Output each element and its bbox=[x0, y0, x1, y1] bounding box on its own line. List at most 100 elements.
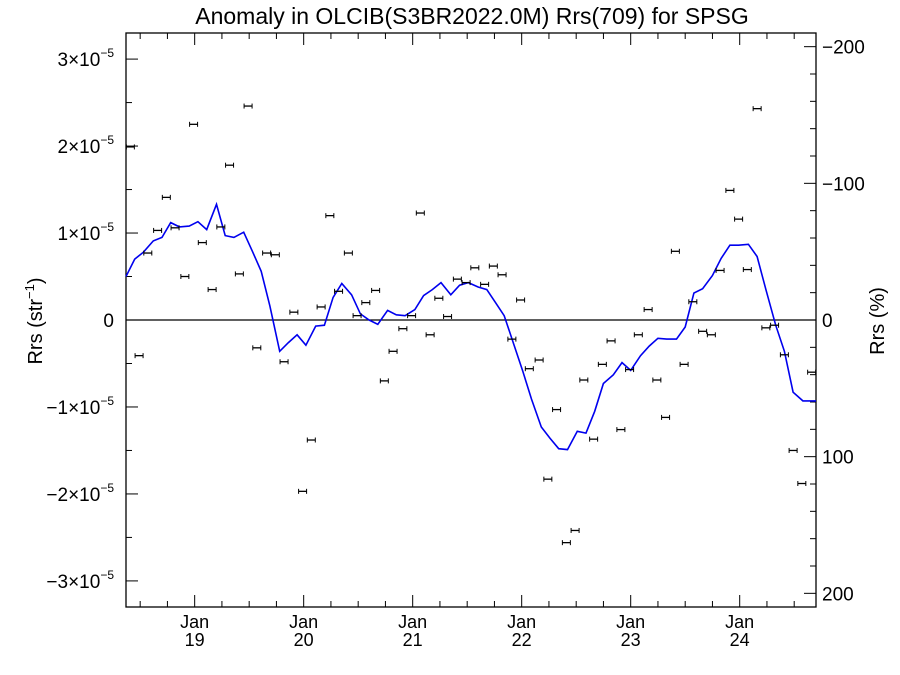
y2-tick-label: 0 bbox=[822, 311, 833, 332]
x-tick-label-year: 21 bbox=[403, 630, 423, 650]
data-point bbox=[734, 216, 744, 222]
y-tick-label: −1×10−5 bbox=[46, 394, 114, 419]
data-point bbox=[298, 488, 308, 494]
data-point bbox=[698, 328, 708, 334]
data-point bbox=[161, 194, 171, 200]
y-tick-exponent: −5 bbox=[100, 133, 114, 147]
data-point bbox=[579, 377, 589, 383]
x-tick-label-month: Jan bbox=[398, 612, 427, 632]
y-tick-label: 3×10−5 bbox=[58, 46, 115, 71]
data-point bbox=[407, 313, 417, 319]
data-point bbox=[189, 121, 199, 127]
data-point bbox=[589, 436, 599, 442]
data-point bbox=[306, 437, 316, 443]
data-point bbox=[197, 240, 207, 246]
data-point bbox=[661, 414, 671, 420]
data-point bbox=[679, 361, 689, 367]
data-point bbox=[434, 295, 444, 301]
y-tick-exponent: −5 bbox=[100, 568, 114, 582]
data-point bbox=[316, 304, 326, 310]
y2-tick-label: −100 bbox=[822, 174, 865, 195]
data-point bbox=[652, 377, 662, 383]
y2-tick-label: 100 bbox=[822, 448, 854, 469]
data-point bbox=[570, 527, 580, 533]
data-point bbox=[597, 361, 607, 367]
y-tick-exponent: −5 bbox=[100, 46, 114, 60]
data-point bbox=[715, 267, 725, 273]
smoothed-anomaly-line bbox=[125, 201, 816, 451]
data-point bbox=[752, 106, 762, 112]
x-tick-label-month: Jan bbox=[289, 612, 318, 632]
y-tick-label: 0 bbox=[103, 311, 114, 332]
data-point bbox=[561, 540, 571, 546]
y-axis-label-right: Rrs (%) bbox=[867, 287, 889, 355]
data-point bbox=[742, 267, 752, 273]
data-point bbox=[262, 250, 272, 256]
y-tick-label: 2×10−5 bbox=[58, 133, 115, 158]
data-point bbox=[616, 427, 626, 433]
data-point bbox=[243, 103, 253, 109]
x-tick-label-month: Jan bbox=[616, 612, 645, 632]
data-point bbox=[252, 345, 262, 351]
data-point bbox=[352, 313, 362, 319]
data-point bbox=[534, 357, 544, 363]
x-tick-label-year: 24 bbox=[730, 630, 750, 650]
y-tick-mantissa: −3×10 bbox=[46, 572, 100, 593]
data-point bbox=[543, 476, 553, 482]
data-point bbox=[425, 332, 435, 338]
x-tick-label-year: 20 bbox=[294, 630, 314, 650]
data-point bbox=[761, 325, 771, 331]
y2-tick-label: 200 bbox=[822, 584, 854, 605]
data-point bbox=[343, 250, 353, 256]
chart-title: Anomaly in OLCIB(S3BR2022.0M) Rrs(709) f… bbox=[195, 3, 748, 29]
data-point bbox=[379, 378, 389, 384]
y-axis-label-left-sup: −1 bbox=[22, 284, 37, 299]
data-point bbox=[516, 297, 526, 303]
data-point bbox=[143, 250, 153, 256]
data-point bbox=[134, 353, 144, 359]
data-point bbox=[170, 225, 180, 231]
data-point bbox=[325, 213, 335, 219]
x-tick-label-month: Jan bbox=[180, 612, 209, 632]
data-point bbox=[125, 144, 135, 150]
data-point bbox=[398, 326, 408, 332]
x-tick-label-year: 19 bbox=[185, 630, 205, 650]
data-point bbox=[289, 309, 299, 315]
data-point bbox=[606, 338, 616, 344]
data-point bbox=[633, 332, 643, 338]
data-point bbox=[234, 271, 244, 277]
data-point bbox=[371, 287, 381, 293]
data-point bbox=[480, 281, 490, 287]
data-point bbox=[770, 322, 780, 328]
y-tick-mantissa: −1×10 bbox=[46, 398, 100, 419]
data-point bbox=[334, 288, 344, 294]
y-tick-exponent: −5 bbox=[100, 394, 114, 408]
data-point bbox=[180, 274, 190, 280]
data-point bbox=[688, 299, 698, 305]
data-point bbox=[452, 276, 462, 282]
x-tick-label-year: 23 bbox=[621, 630, 641, 650]
y-tick-mantissa: 3×10 bbox=[58, 50, 101, 71]
x-tick-label-month: Jan bbox=[507, 612, 536, 632]
data-point bbox=[443, 314, 453, 320]
y-tick-label: −2×10−5 bbox=[46, 481, 114, 506]
data-point bbox=[797, 481, 807, 487]
data-point bbox=[361, 300, 371, 306]
data-point bbox=[807, 369, 817, 375]
data-point bbox=[216, 224, 226, 230]
y-tick-mantissa: −2×10 bbox=[46, 485, 100, 506]
y-tick-exponent: −5 bbox=[100, 220, 114, 234]
y-tick-label: −3×10−5 bbox=[46, 568, 114, 593]
data-point bbox=[461, 280, 471, 286]
data-point bbox=[643, 307, 653, 313]
data-point bbox=[488, 263, 498, 269]
plot-area: Jan19Jan20Jan21Jan22Jan23Jan243×10−52×10… bbox=[46, 32, 865, 650]
y-tick-exponent: −5 bbox=[100, 481, 114, 495]
y-tick-label: 1×10−5 bbox=[58, 220, 115, 245]
data-point bbox=[706, 332, 716, 338]
y-axis-label-left-tail: ) bbox=[25, 277, 47, 284]
data-point bbox=[225, 162, 235, 168]
y2-tick-label: −200 bbox=[822, 38, 865, 59]
data-point bbox=[670, 248, 680, 254]
